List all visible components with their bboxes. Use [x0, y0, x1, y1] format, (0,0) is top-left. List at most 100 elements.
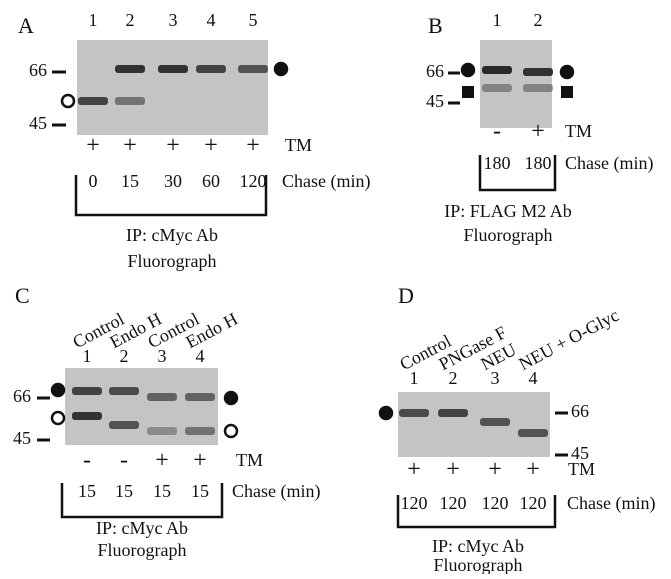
chase-time: 15: [191, 481, 209, 501]
marker-label: 45: [426, 91, 444, 111]
chase-label: Chase (min): [282, 171, 370, 192]
caption: Fluorograph: [434, 555, 523, 574]
tm-sign: +: [86, 133, 100, 159]
panel-label: C: [15, 283, 30, 308]
filled-circle: [462, 64, 474, 76]
chase-time: 15: [121, 171, 139, 191]
band: [109, 387, 139, 395]
tm-label: TM: [236, 450, 263, 470]
band: [185, 393, 215, 401]
band: [196, 65, 226, 73]
band: [399, 409, 429, 417]
band: [147, 427, 177, 435]
band: [115, 65, 145, 73]
band: [523, 68, 553, 76]
band: [238, 65, 268, 73]
lane-number: 3: [169, 10, 178, 30]
tm-sign: +: [246, 133, 260, 159]
chase-time: 120: [520, 493, 547, 513]
lane-header: NEU + O-Glyc: [515, 305, 622, 374]
band: [72, 387, 102, 395]
caption: IP: cMyc Ab: [96, 518, 188, 538]
tm-sign: +: [526, 457, 540, 483]
lane-number: 1: [89, 10, 98, 30]
gel: [398, 392, 550, 457]
band: [78, 97, 108, 105]
tm-sign: +: [166, 133, 180, 159]
chase-time: 120: [240, 171, 267, 191]
caption: Fluorograph: [128, 251, 217, 271]
panel-label: A: [18, 13, 34, 38]
panel-label: D: [398, 283, 414, 308]
tm-sign: -: [83, 448, 91, 474]
tm-sign: +: [193, 448, 207, 474]
figure: A123456645+++++TM0153060120Chase (min)IP…: [0, 0, 671, 574]
chase-time: 120: [401, 493, 428, 513]
caption: IP: cMyc Ab: [432, 536, 524, 556]
filled-circle: [275, 63, 287, 75]
tm-sign: +: [204, 133, 218, 159]
tm-sign: -: [120, 448, 128, 474]
filled-square: [462, 86, 474, 98]
chase-time: 120: [482, 493, 509, 513]
band: [438, 409, 468, 417]
chase-time: 180: [525, 153, 552, 173]
chase-time: 15: [153, 481, 171, 501]
tm-sign: +: [407, 457, 421, 483]
caption: Fluorograph: [464, 225, 553, 245]
lane-number: 5: [249, 10, 258, 30]
tm-sign: +: [531, 119, 545, 145]
caption: IP: FLAG M2 Ab: [444, 201, 572, 221]
gel: [77, 40, 268, 135]
tm-label: TM: [285, 135, 312, 155]
chase-time: 15: [115, 481, 133, 501]
chase-label: Chase (min): [232, 481, 320, 502]
tm-sign: +: [488, 457, 502, 483]
band: [523, 84, 553, 92]
panel-label: B: [428, 13, 443, 38]
marker-label: 66: [13, 386, 31, 406]
tm-sign: +: [123, 133, 137, 159]
band: [482, 66, 512, 74]
lane-number: 4: [207, 10, 216, 30]
filled-circle: [380, 407, 392, 419]
marker-label: 66: [571, 401, 589, 421]
tm-sign: +: [155, 448, 169, 474]
band: [109, 421, 139, 429]
open-circle: [225, 425, 237, 437]
chase-label: Chase (min): [567, 493, 655, 514]
tm-sign: +: [446, 457, 460, 483]
band: [115, 97, 145, 105]
caption: Fluorograph: [98, 540, 187, 560]
open-circle: [52, 412, 64, 424]
chase-time: 15: [78, 481, 96, 501]
filled-square: [561, 86, 573, 98]
band: [518, 429, 548, 437]
chase-label: Chase (min): [565, 153, 653, 174]
marker-label: 45: [13, 428, 31, 448]
tm-label: TM: [568, 459, 595, 479]
tm-label: TM: [565, 121, 592, 141]
lane-number: 2: [534, 10, 543, 30]
marker-label: 66: [426, 61, 444, 81]
filled-circle: [225, 392, 237, 404]
band: [480, 418, 510, 426]
open-circle: [62, 95, 74, 107]
band: [72, 412, 102, 420]
caption: IP: cMyc Ab: [126, 225, 218, 245]
filled-circle: [561, 66, 573, 78]
marker-label: 66: [29, 60, 47, 80]
lane-number: 1: [493, 10, 502, 30]
tm-sign: -: [493, 119, 501, 145]
chase-time: 30: [164, 171, 182, 191]
band: [147, 393, 177, 401]
marker-label: 45: [29, 113, 47, 133]
band: [185, 427, 215, 435]
chase-time: 60: [202, 171, 220, 191]
chase-time: 120: [440, 493, 467, 513]
chase-time: 0: [89, 171, 98, 191]
filled-circle: [52, 384, 64, 396]
lane-number: 2: [126, 10, 135, 30]
chase-time: 180: [484, 153, 511, 173]
band: [482, 84, 512, 92]
